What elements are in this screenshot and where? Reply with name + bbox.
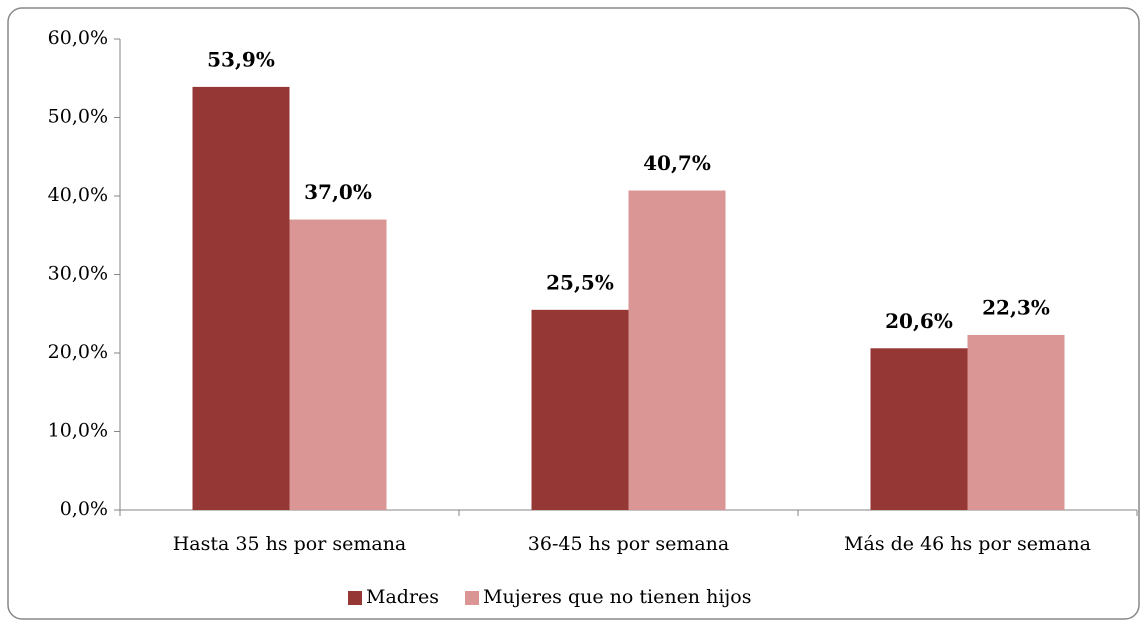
data-label: 20,6% — [885, 309, 953, 333]
y-tick-label: 40,0% — [48, 184, 108, 206]
legend-swatch — [465, 591, 480, 605]
y-tick-label: 60,0% — [48, 27, 108, 49]
x-tick-label: Más de 46 hs por semana — [844, 533, 1091, 555]
bar — [628, 190, 726, 510]
bar — [967, 334, 1065, 510]
y-tick-label: 20,0% — [48, 341, 108, 363]
data-label: 25,5% — [546, 270, 614, 294]
data-label: 22,3% — [982, 295, 1050, 319]
bar — [192, 86, 290, 510]
bar — [531, 309, 629, 510]
bar — [289, 219, 387, 511]
legend-swatch — [348, 591, 362, 605]
data-label: 40,7% — [643, 151, 711, 175]
x-tick-label: Hasta 35 hs por semana — [173, 533, 407, 555]
y-tick-label: 0,0% — [60, 498, 108, 520]
data-label: 37,0% — [304, 180, 372, 204]
legend-label: Mujeres que no tienen hijos — [483, 586, 751, 608]
y-tick-label: 30,0% — [48, 263, 108, 285]
x-tick-label: 36-45 hs por semana — [528, 533, 729, 555]
legend-label: Madres — [366, 586, 439, 608]
y-tick-label: 50,0% — [48, 106, 108, 128]
data-label: 53,9% — [207, 47, 275, 71]
bar — [870, 348, 968, 510]
y-tick-label: 10,0% — [48, 420, 108, 442]
